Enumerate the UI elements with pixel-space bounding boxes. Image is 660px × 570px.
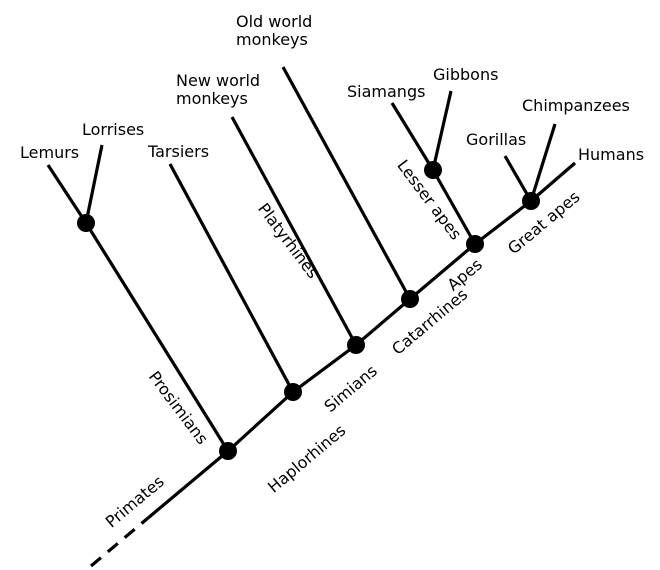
platyrhines-branch-line [230,116,358,346]
lorrises-branch-line [84,144,104,224]
leaf-label-lorrises: Lorrises [82,120,145,139]
catarrhines-split-node [401,290,419,308]
lesser-apes-branch-line [431,169,477,245]
siamangs-branch-line [390,102,435,171]
leaf-label-old-world-monkeys: Old world monkeys [236,13,312,49]
prosimians-branch-line [84,222,230,452]
leaf-label-old-world-monkeys-line2: monkeys [236,30,308,49]
main-trunk-line [146,161,577,520]
apes-split-node [466,235,484,253]
leaf-label-new-world-monkeys: New world monkeys [176,72,260,108]
leaf-label-gibbons: Gibbons [433,65,499,84]
leaf-label-new-world-monkeys-line2: monkeys [176,89,248,108]
root-dashed-line [89,516,150,568]
leaf-label-humans: Humans [578,145,645,164]
great-apes-split-node [522,192,540,210]
leaf-label-new-world-monkeys-line1: New world [176,71,261,90]
lemurs-branch-line [46,164,88,224]
gibbons-branch-line [431,90,453,171]
old-world-monkeys-branch-line [281,66,412,300]
leaf-label-chimpanzees: Chimpanzees [522,96,630,115]
leaf-label-tarsiers: Tarsiers [148,142,210,161]
lesser-apes-split-node [424,161,442,179]
haplorhines-split-node [284,383,302,401]
leaf-label-gorillas: Gorillas [466,130,527,149]
leaf-label-old-world-monkeys-line1: Old world [236,12,313,31]
leaf-label-siamangs: Siamangs [347,82,426,101]
leaf-label-lemurs: Lemurs [20,143,80,162]
simians-split-node [347,336,365,354]
tarsiers-branch-line [168,163,295,393]
primates-split-node [219,442,237,460]
chimpanzees-branch-line [529,123,557,202]
prosimians-split-node [77,214,95,232]
